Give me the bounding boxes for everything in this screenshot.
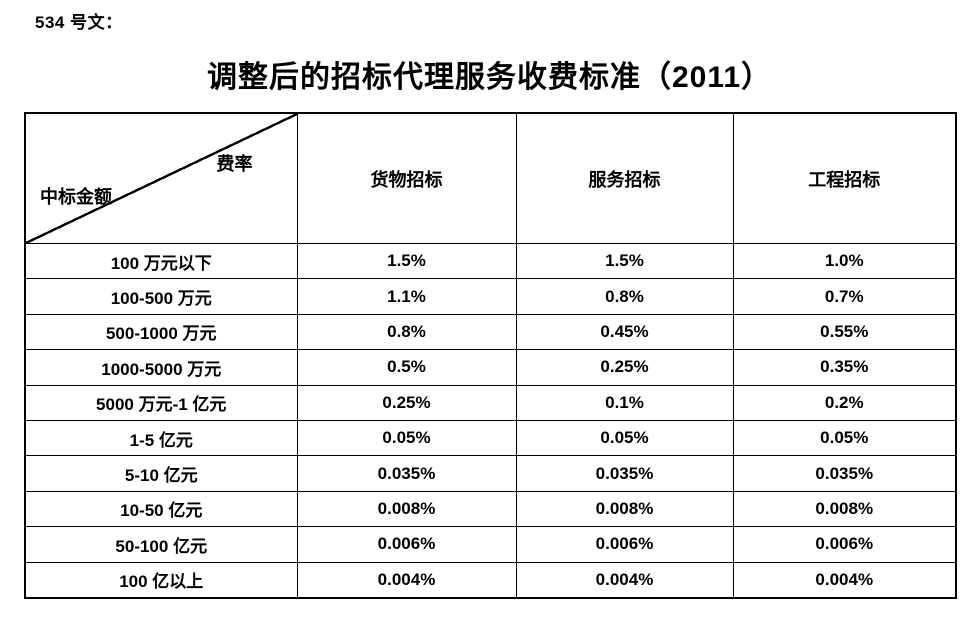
fee-cell: 0.8% — [515, 278, 734, 315]
fee-cell: 0.35% — [732, 349, 957, 386]
fee-cell: 0.008% — [296, 490, 517, 528]
table-row: 500-1000 万元 0.8% 0.45% 0.55% — [24, 313, 957, 351]
fee-cell: 1.5% — [296, 242, 517, 280]
fee-cell: 0.008% — [515, 490, 734, 528]
fee-cell: 1.5% — [515, 242, 734, 280]
fee-cell: 0.05% — [515, 419, 734, 457]
fee-cell: 0.7% — [732, 278, 957, 315]
amount-cell: 10-50 亿元 — [24, 490, 298, 528]
column-header-goods: 货物招标 — [296, 112, 517, 244]
amount-cell: 500-1000 万元 — [24, 313, 298, 351]
fee-cell: 0.004% — [515, 561, 734, 599]
amount-cell: 5-10 亿元 — [24, 455, 298, 492]
doc-number-label: 534 号文： — [35, 13, 123, 32]
fee-cell: 0.035% — [296, 455, 517, 492]
table-row: 100 亿以上 0.004% 0.004% 0.004% — [24, 561, 957, 599]
page-title: 调整后的招标代理服务收费标准（2011） — [206, 61, 773, 94]
column-header-service: 服务招标 — [515, 112, 734, 244]
table-row: 5000 万元-1 亿元 0.25% 0.1% 0.2% — [24, 384, 957, 421]
fee-cell: 0.05% — [732, 419, 957, 457]
fee-cell: 0.25% — [296, 384, 517, 421]
amount-cell: 100 亿以上 — [24, 561, 298, 599]
fee-cell: 0.1% — [515, 384, 734, 421]
fee-cell: 0.8% — [296, 313, 517, 351]
table-row: 1-5 亿元 0.05% 0.05% 0.05% — [24, 419, 957, 457]
table-row: 100 万元以下 1.5% 1.5% 1.0% — [24, 242, 957, 280]
table-row: 1000-5000 万元 0.5% 0.25% 0.35% — [24, 349, 957, 386]
fee-cell: 0.006% — [296, 526, 517, 563]
column-header-engineering: 工程招标 — [732, 112, 957, 244]
fee-cell: 0.004% — [732, 561, 957, 599]
table-header-row: 费率 中标金额 货物招标 服务招标 工程招标 — [24, 112, 957, 244]
corner-label-amount: 中标金额 — [40, 187, 112, 207]
fee-cell: 0.5% — [296, 349, 517, 386]
fee-cell: 1.0% — [732, 242, 957, 280]
corner-label-rate: 费率 — [216, 154, 253, 174]
fee-cell: 0.45% — [515, 313, 734, 351]
amount-cell: 5000 万元-1 亿元 — [24, 384, 298, 421]
table-row: 50-100 亿元 0.006% 0.006% 0.006% — [24, 526, 957, 563]
fee-cell: 0.035% — [732, 455, 957, 492]
corner-header-cell: 费率 中标金额 — [24, 112, 298, 244]
amount-cell: 100-500 万元 — [24, 278, 298, 315]
table-row: 10-50 亿元 0.008% 0.008% 0.008% — [24, 490, 957, 528]
fee-cell: 0.035% — [515, 455, 734, 492]
fee-cell: 0.25% — [515, 349, 734, 386]
table-row: 5-10 亿元 0.035% 0.035% 0.035% — [24, 455, 957, 492]
fee-cell: 0.006% — [732, 526, 957, 563]
fee-cell: 0.05% — [296, 419, 517, 457]
fee-cell: 0.006% — [515, 526, 734, 563]
diagonal-divider: 费率 中标金额 — [26, 114, 297, 243]
table-row: 100-500 万元 1.1% 0.8% 0.7% — [24, 278, 957, 315]
fee-cell: 0.2% — [732, 384, 957, 421]
fee-cell: 0.008% — [732, 490, 957, 528]
fee-cell: 0.004% — [296, 561, 517, 599]
fee-cell: 1.1% — [296, 278, 517, 315]
amount-cell: 50-100 亿元 — [24, 526, 298, 563]
amount-cell: 100 万元以下 — [24, 242, 298, 280]
fee-standard-table: 费率 中标金额 货物招标 服务招标 工程招标 100 万元以下 1.5% 1.5… — [24, 112, 957, 599]
amount-cell: 1-5 亿元 — [24, 419, 298, 457]
fee-cell: 0.55% — [732, 313, 957, 351]
amount-cell: 1000-5000 万元 — [24, 349, 298, 386]
